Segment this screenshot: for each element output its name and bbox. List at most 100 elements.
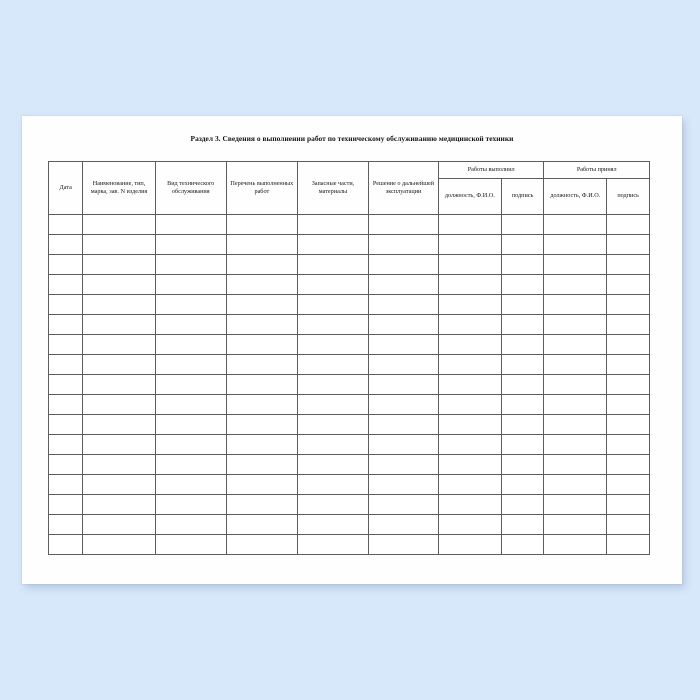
table-cell[interactable] — [225, 494, 298, 515]
table-cell[interactable] — [296, 514, 370, 535]
table-cell[interactable] — [225, 254, 298, 275]
table-cell[interactable] — [296, 294, 370, 315]
table-cell[interactable] — [47, 474, 84, 495]
table-cell[interactable] — [543, 214, 608, 235]
table-cell[interactable] — [368, 314, 439, 335]
table-cell[interactable] — [543, 274, 608, 295]
table-cell[interactable] — [225, 394, 298, 415]
table-cell[interactable] — [543, 314, 608, 335]
table-cell[interactable] — [543, 414, 608, 435]
table-row[interactable] — [47, 534, 650, 555]
table-cell[interactable] — [296, 474, 370, 495]
table-row[interactable] — [47, 254, 650, 275]
table-cell[interactable] — [437, 234, 502, 255]
table-cell[interactable] — [437, 454, 502, 475]
table-row[interactable] — [47, 434, 650, 455]
table-row[interactable] — [47, 474, 650, 495]
table-cell[interactable] — [500, 314, 545, 335]
table-cell[interactable] — [296, 214, 370, 235]
table-cell[interactable] — [296, 254, 370, 275]
table-cell[interactable] — [82, 514, 156, 535]
table-cell[interactable] — [154, 354, 227, 375]
table-cell[interactable] — [500, 214, 545, 235]
table-cell[interactable] — [437, 214, 502, 235]
table-cell[interactable] — [82, 374, 156, 395]
table-cell[interactable] — [47, 294, 84, 315]
table-cell[interactable] — [606, 354, 650, 375]
table-cell[interactable] — [82, 394, 156, 415]
table-cell[interactable] — [606, 514, 650, 535]
table-cell[interactable] — [225, 514, 298, 535]
table-cell[interactable] — [368, 514, 439, 535]
table-cell[interactable] — [500, 234, 545, 255]
table-cell[interactable] — [500, 414, 545, 435]
table-cell[interactable] — [368, 274, 439, 295]
table-cell[interactable] — [47, 374, 84, 395]
table-cell[interactable] — [47, 234, 84, 255]
table-cell[interactable] — [154, 294, 227, 315]
table-cell[interactable] — [606, 474, 650, 495]
table-cell[interactable] — [82, 234, 156, 255]
table-cell[interactable] — [82, 294, 156, 315]
table-row[interactable] — [47, 334, 650, 355]
table-cell[interactable] — [47, 254, 84, 275]
table-cell[interactable] — [437, 374, 502, 395]
table-cell[interactable] — [82, 434, 156, 455]
table-cell[interactable] — [368, 334, 439, 355]
table-cell[interactable] — [154, 434, 227, 455]
table-cell[interactable] — [47, 394, 84, 415]
table-cell[interactable] — [606, 434, 650, 455]
table-cell[interactable] — [368, 474, 439, 495]
table-cell[interactable] — [543, 394, 608, 415]
table-cell[interactable] — [368, 414, 439, 435]
table-cell[interactable] — [154, 514, 227, 535]
table-cell[interactable] — [47, 454, 84, 475]
table-cell[interactable] — [225, 274, 298, 295]
table-cell[interactable] — [47, 274, 84, 295]
table-cell[interactable] — [437, 414, 502, 435]
table-cell[interactable] — [368, 254, 439, 275]
table-row[interactable] — [47, 454, 650, 475]
table-cell[interactable] — [606, 314, 650, 335]
table-cell[interactable] — [606, 414, 650, 435]
table-row[interactable] — [47, 414, 650, 435]
table-cell[interactable] — [225, 454, 298, 475]
table-cell[interactable] — [296, 454, 370, 475]
table-cell[interactable] — [543, 354, 608, 375]
table-cell[interactable] — [154, 454, 227, 475]
table-cell[interactable] — [437, 334, 502, 355]
table-cell[interactable] — [296, 234, 370, 255]
table-cell[interactable] — [154, 474, 227, 495]
table-cell[interactable] — [225, 374, 298, 395]
table-cell[interactable] — [296, 334, 370, 355]
table-cell[interactable] — [82, 314, 156, 335]
table-cell[interactable] — [543, 374, 608, 395]
table-cell[interactable] — [437, 534, 502, 555]
table-cell[interactable] — [368, 494, 439, 515]
table-cell[interactable] — [47, 434, 84, 455]
table-cell[interactable] — [154, 494, 227, 515]
table-cell[interactable] — [82, 274, 156, 295]
table-cell[interactable] — [500, 354, 545, 375]
table-cell[interactable] — [296, 394, 370, 415]
table-cell[interactable] — [606, 374, 650, 395]
table-row[interactable] — [47, 354, 650, 375]
table-cell[interactable] — [154, 394, 227, 415]
table-cell[interactable] — [368, 234, 439, 255]
table-cell[interactable] — [368, 454, 439, 475]
table-cell[interactable] — [543, 434, 608, 455]
table-cell[interactable] — [225, 414, 298, 435]
table-row[interactable] — [47, 274, 650, 295]
table-cell[interactable] — [437, 474, 502, 495]
table-cell[interactable] — [606, 454, 650, 475]
table-cell[interactable] — [500, 474, 545, 495]
table-cell[interactable] — [296, 434, 370, 455]
table-cell[interactable] — [154, 314, 227, 335]
table-cell[interactable] — [368, 434, 439, 455]
table-cell[interactable] — [437, 314, 502, 335]
table-cell[interactable] — [606, 274, 650, 295]
table-row[interactable] — [47, 234, 650, 255]
table-cell[interactable] — [606, 394, 650, 415]
table-cell[interactable] — [154, 254, 227, 275]
table-cell[interactable] — [82, 414, 156, 435]
